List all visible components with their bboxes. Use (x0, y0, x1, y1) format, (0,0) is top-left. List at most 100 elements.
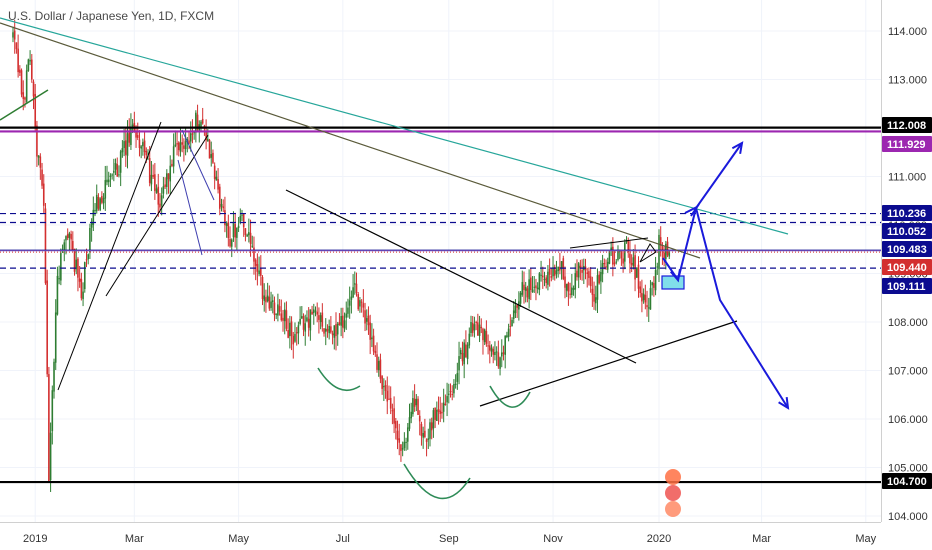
candle-body (514, 305, 517, 314)
arrow-head (684, 204, 700, 217)
candle-body (665, 243, 667, 260)
candle-body (80, 278, 83, 299)
candle-body (506, 335, 508, 338)
candle-body (68, 233, 71, 238)
candle-body (82, 291, 84, 300)
time-tick-label: Mar (752, 533, 771, 545)
candle-body (357, 294, 360, 310)
event-icons[interactable] (665, 469, 681, 517)
price-badge (882, 241, 932, 257)
candle-body (521, 282, 524, 295)
candle-body (589, 276, 592, 287)
candle-body (306, 317, 308, 322)
candle-body (152, 175, 154, 177)
horizontal-levels (0, 126, 881, 484)
candle-body (217, 179, 219, 190)
candle-body (436, 409, 438, 421)
candle-body (85, 259, 88, 261)
candle-body (389, 397, 392, 409)
candle-body (485, 331, 488, 344)
candle-body (343, 320, 346, 329)
candle-body (314, 310, 317, 312)
candle-body (253, 247, 255, 262)
candle-body (613, 262, 616, 265)
price-badge (882, 473, 932, 489)
candle-body (143, 140, 146, 153)
price-tick-label: 113.000 (888, 75, 927, 87)
candle-body (477, 322, 479, 336)
candle-body (612, 246, 614, 265)
arrow-head (669, 268, 681, 283)
candle-body (200, 121, 202, 127)
candle-body (20, 70, 23, 95)
price-badge-label: 104.700 (887, 476, 927, 488)
candle-body (634, 255, 636, 280)
candle-body (277, 304, 279, 316)
candle-body (13, 30, 16, 40)
candle-body (646, 305, 648, 308)
calendar-event-icon[interactable] (665, 469, 681, 485)
candle-body (229, 238, 231, 247)
candle-body (512, 310, 515, 319)
candle-body (615, 261, 618, 263)
candle-body (541, 275, 544, 278)
candle-body (565, 283, 568, 291)
candle-body (283, 309, 286, 322)
candle-body (535, 285, 537, 289)
candle-body (427, 438, 430, 440)
candle-body (524, 286, 527, 291)
projection-path (662, 142, 743, 283)
candle-body (629, 253, 631, 264)
candle-body (316, 311, 319, 315)
candle-body (552, 267, 554, 277)
price-tick-label: 107.000 (888, 366, 928, 378)
candle-body (101, 196, 103, 203)
candle-body (294, 334, 296, 342)
earnings-event-icon[interactable] (665, 501, 681, 517)
candle-body (526, 288, 529, 298)
candle-body (169, 165, 172, 182)
candle-body (77, 258, 79, 278)
candle-body (548, 268, 551, 275)
candle-body (261, 277, 264, 300)
candle-body (70, 234, 72, 240)
candle-body (207, 138, 209, 141)
candle-body (499, 357, 501, 369)
candle-body (285, 310, 288, 329)
candle-body (429, 422, 431, 439)
candle-body (371, 337, 373, 340)
candle-body (379, 359, 382, 379)
candle-body (593, 294, 595, 302)
candle-body (72, 241, 74, 251)
candle-body (99, 198, 101, 211)
trendline (57, 121, 162, 391)
candle-body (656, 266, 659, 268)
candle-body (155, 188, 158, 193)
price-badge (882, 223, 932, 239)
candle-body (176, 143, 178, 145)
candle-body (559, 266, 561, 271)
candle-body (564, 276, 566, 288)
candle-body (654, 270, 657, 291)
flag-event-icon[interactable] (665, 485, 681, 501)
candle-body (600, 271, 602, 282)
candle-body (19, 69, 21, 73)
candle-body (581, 269, 583, 273)
candle-body (637, 264, 640, 289)
time-axis[interactable]: 2019 Mar May Jul Sep Nov 2020 Mar May (23, 533, 877, 545)
price-badge-label: 111.929 (887, 139, 926, 151)
candle-body (224, 210, 226, 226)
candle-body (242, 213, 245, 228)
candle-body (458, 356, 460, 371)
candle-body (131, 124, 134, 127)
candle-body (254, 259, 257, 266)
price-badge (882, 136, 932, 152)
candle-body (191, 133, 194, 135)
candle-body (34, 93, 37, 128)
trendline (569, 237, 649, 249)
candle-body (610, 247, 612, 251)
candle-body (441, 411, 443, 414)
